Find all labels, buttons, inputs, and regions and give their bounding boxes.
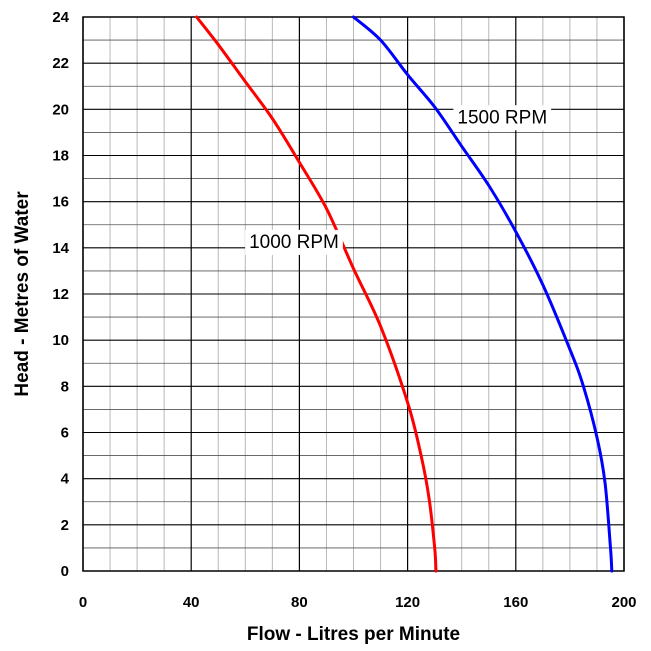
y-tick-label: 18 (52, 148, 69, 165)
series-label-1000-rpm: 1000 RPM (249, 232, 339, 253)
series-line-1500-rpm (352, 15, 614, 573)
y-tick-label: 12 (52, 286, 69, 303)
x-tick-label: 160 (503, 594, 528, 611)
x-tick-label: 40 (183, 594, 200, 611)
series-line-1000-rpm (195, 15, 438, 573)
x-tick-label: 0 (79, 594, 87, 611)
x-tick-labels: 0 40 80 120 160 200 (79, 594, 637, 611)
series-label-background (245, 229, 343, 255)
y-tick-label: 2 (61, 517, 69, 534)
y-tick-label: 22 (52, 55, 69, 72)
y-axis-label: Head - Metres of Water (12, 191, 33, 397)
x-tick-label: 120 (395, 594, 420, 611)
y-tick-label: 8 (61, 378, 69, 395)
series-label-background (453, 105, 552, 131)
x-tick-label: 200 (611, 594, 636, 611)
y-tick-label: 4 (61, 471, 70, 488)
x-axis-label: Flow - Litres per Minute (247, 624, 460, 645)
y-tick-label: 20 (52, 101, 69, 118)
y-tick-label: 10 (52, 332, 69, 349)
x-tick-label: 80 (291, 594, 308, 611)
y-tick-label: 0 (61, 563, 69, 580)
y-tick-label: 24 (52, 9, 69, 26)
series-label-layer: 1000 RPM 1500 RPM (245, 105, 552, 255)
y-tick-label: 14 (52, 240, 69, 257)
series-label-1500-rpm: 1500 RPM (457, 107, 547, 128)
y-tick-label: 6 (61, 425, 69, 442)
series-layer (195, 15, 614, 573)
y-tick-label: 16 (52, 194, 69, 211)
